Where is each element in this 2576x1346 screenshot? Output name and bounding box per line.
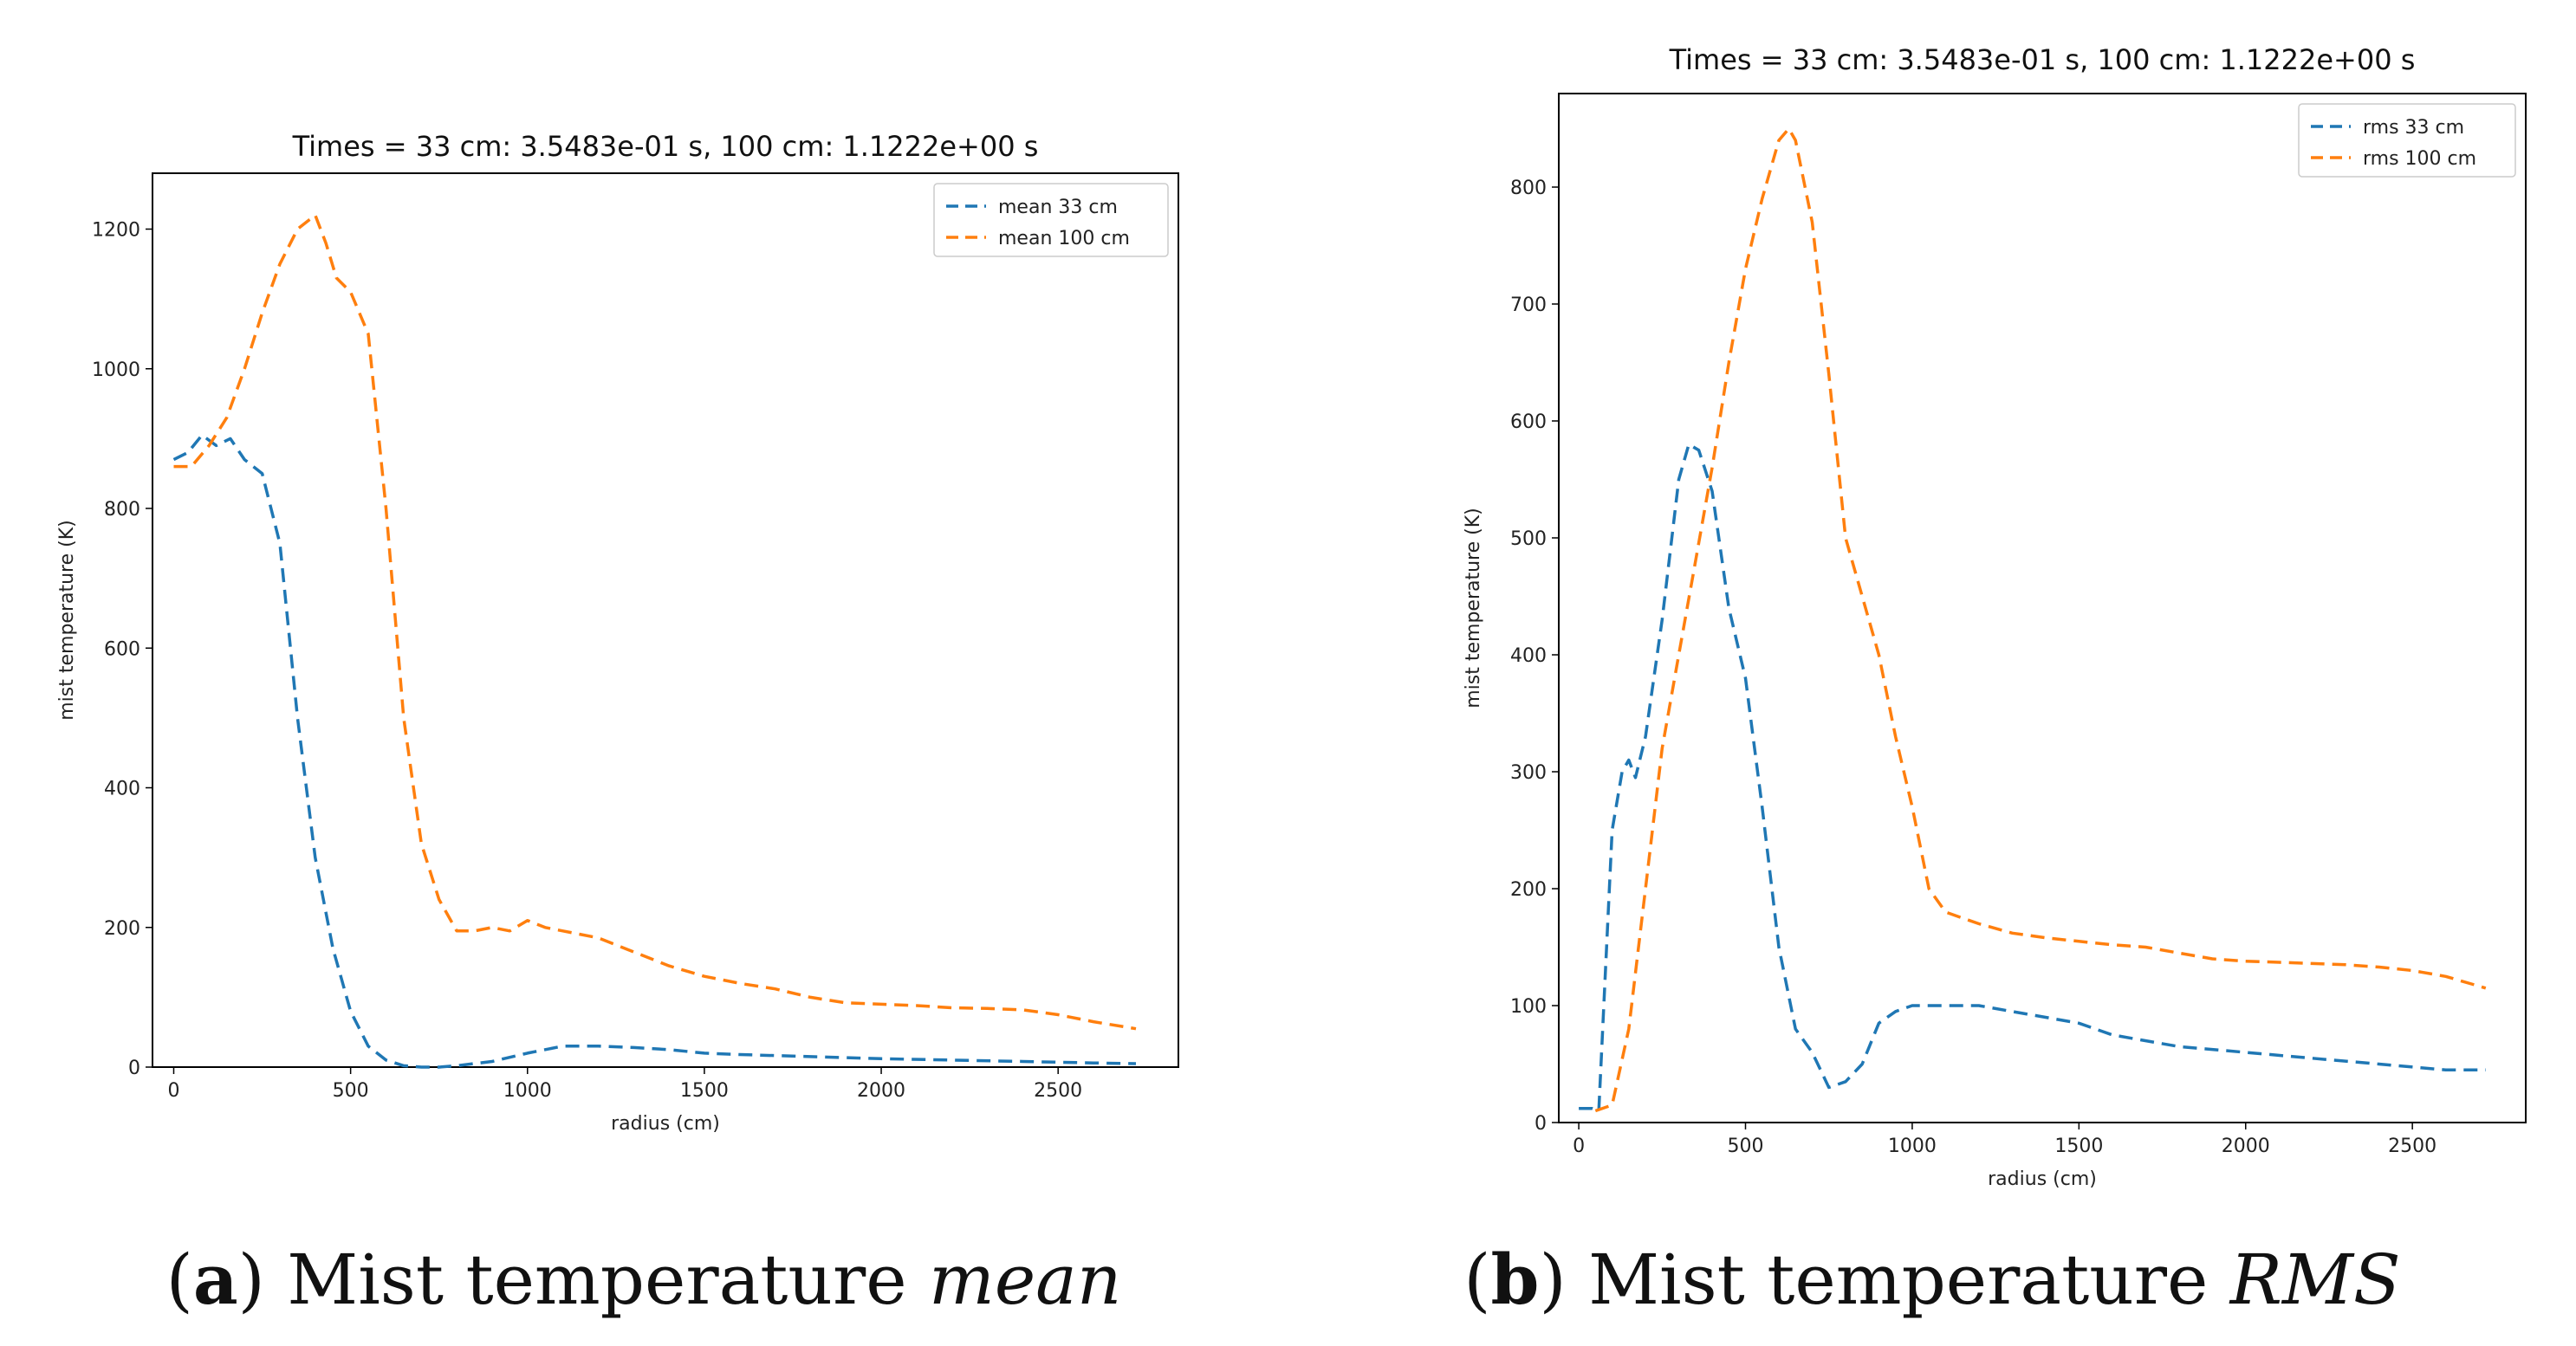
chart-b-legend bbox=[2298, 103, 2516, 178]
chart-a-ylabel: mist temperature (K) bbox=[56, 520, 78, 721]
chart-a-ytick-label: 1000 bbox=[92, 359, 140, 381]
chart-a-ytick-label: 1200 bbox=[92, 220, 140, 242]
chart-b-ytick-label: 400 bbox=[1510, 645, 1547, 667]
chart-rms: Times = 33 cm: 3.5483e-01 s, 100 cm: 1.1… bbox=[1463, 43, 2527, 1190]
chart-b-series-1 bbox=[1579, 443, 2486, 1113]
chart-a-legend-label: mean 33 cm bbox=[998, 197, 1118, 218]
chart-a-ytick-label: 600 bbox=[104, 638, 140, 660]
chart-mean: Times = 33 cm: 3.5483e-01 s, 100 cm: 1.1… bbox=[56, 130, 1179, 1135]
chart-a-ytick-label: 400 bbox=[104, 779, 140, 800]
chart-b-ylabel: mist temperature (K) bbox=[1463, 508, 1484, 709]
chart-b-series-2 bbox=[1594, 126, 2487, 1113]
chart-a-ytick-label: 800 bbox=[104, 499, 140, 521]
chart-b-title: Times = 33 cm: 3.5483e-01 s, 100 cm: 1.1… bbox=[1669, 43, 2416, 76]
chart-b-xtick-label: 2000 bbox=[2222, 1136, 2270, 1157]
chart-b-xtick-label: 2500 bbox=[2388, 1136, 2436, 1157]
chart-b-xlabel: radius (cm) bbox=[1988, 1168, 2097, 1190]
chart-a-series-2 bbox=[173, 213, 1137, 1031]
panel-a: Times = 33 cm: 3.5483e-01 s, 100 cm: 1.1… bbox=[56, 130, 1179, 1320]
chart-a-series-1 bbox=[172, 433, 1137, 1069]
chart-a-xtick-label: 0 bbox=[167, 1080, 179, 1102]
chart-a-legend bbox=[933, 183, 1169, 257]
chart-b-ytick-label: 800 bbox=[1510, 178, 1547, 199]
chart-b-legend-label: rms 100 cm bbox=[2363, 148, 2476, 170]
chart-b-xtick-label: 0 bbox=[1573, 1136, 1585, 1157]
caption-a-emphasis: mean bbox=[928, 1239, 1122, 1320]
caption-b-emphasis: RMS bbox=[2229, 1239, 2401, 1320]
caption-b-letter: b bbox=[1490, 1239, 1540, 1320]
chart-b-ytick-label: 200 bbox=[1510, 879, 1547, 901]
chart-a-xtick-label: 2000 bbox=[857, 1080, 905, 1102]
chart-a-ytick-label: 200 bbox=[104, 918, 140, 940]
chart-a-ytick-label: 0 bbox=[128, 1058, 140, 1079]
chart-b-frame bbox=[1558, 93, 2527, 1123]
caption-a: (a) Mist temperature mean bbox=[165, 1239, 1122, 1320]
panel-b: Times = 33 cm: 3.5483e-01 s, 100 cm: 1.1… bbox=[1288, 0, 2576, 1346]
chart-b-ytick-label: 0 bbox=[1535, 1113, 1547, 1135]
chart-b-ytick-label: 500 bbox=[1510, 528, 1547, 550]
caption-a-letter: a bbox=[192, 1239, 238, 1320]
chart-b-xtick-label: 1500 bbox=[2054, 1136, 2103, 1157]
chart-a-xtick-label: 1500 bbox=[680, 1080, 729, 1102]
chart-a-xlabel: radius (cm) bbox=[611, 1113, 720, 1135]
chart-b-ytick-label: 600 bbox=[1510, 411, 1547, 433]
chart-a-xtick-label: 500 bbox=[333, 1080, 369, 1102]
chart-b-xtick-label: 500 bbox=[1728, 1136, 1764, 1157]
chart-a-xtick-label: 2500 bbox=[1034, 1080, 1082, 1102]
chart-a-title: Times = 33 cm: 3.5483e-01 s, 100 cm: 1.1… bbox=[292, 130, 1039, 163]
chart-a-xtick-label: 1000 bbox=[503, 1080, 552, 1102]
chart-b-xtick-label: 1000 bbox=[1888, 1136, 1937, 1157]
chart-a-legend-label: mean 100 cm bbox=[998, 228, 1130, 249]
chart-a-frame bbox=[152, 172, 1179, 1068]
chart-b-ytick-label: 700 bbox=[1510, 294, 1547, 316]
caption-b-text: Mist temperature bbox=[1566, 1239, 2230, 1320]
caption-a-text: Mist temperature bbox=[264, 1239, 929, 1320]
chart-b-ytick-label: 300 bbox=[1510, 762, 1547, 784]
chart-b-legend-label: rms 33 cm bbox=[2363, 117, 2464, 139]
chart-b-ytick-label: 100 bbox=[1510, 996, 1547, 1018]
caption-b: (b) Mist temperature RMS bbox=[1463, 1239, 2401, 1320]
